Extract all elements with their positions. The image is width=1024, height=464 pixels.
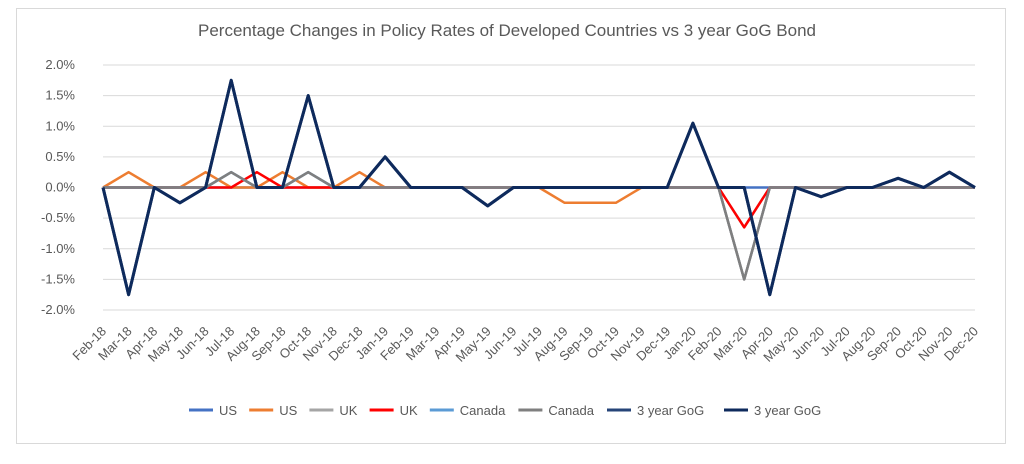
series-line-2 (103, 170, 975, 229)
legend-label: UK (400, 403, 418, 418)
series-lines (101, 78, 976, 297)
y-tick-label: 0.5% (45, 149, 75, 164)
y-tick-label: -2.0% (41, 302, 75, 317)
y-tick-label: 2.0% (45, 57, 75, 72)
legend-label: US (219, 403, 237, 418)
y-tick-label: 1.5% (45, 88, 75, 103)
y-tick-label: 0.0% (45, 180, 75, 195)
legend: US US UK UK Canada Canada 3 year GoG 3 year GoG (189, 403, 821, 418)
legend-label: UK (339, 403, 357, 418)
y-tick-label: -1.5% (41, 271, 75, 286)
legend-label: Canada (460, 403, 506, 418)
y-axis: 2.0% 1.5% 1.0% 0.5% 0.0% -0.5% -1.0% -1.5% -2.0% (41, 57, 75, 317)
y-tick-label: 1.0% (45, 118, 75, 133)
legend-label: Canada (548, 403, 594, 418)
series-line-7 (101, 78, 976, 297)
x-axis: Feb-18Mar-18Apr-18May-18Jun-18Jul-18Aug-… (69, 324, 981, 365)
legend-label: 3 year GoG (637, 403, 704, 418)
y-tick-label: -0.5% (41, 210, 75, 225)
grid (103, 64, 975, 311)
legend-label: 3 year GoG (754, 403, 821, 418)
legend-label: US (279, 403, 297, 418)
chart-title: Percentage Changes in Policy Rates of De… (198, 21, 816, 40)
y-tick-label: -1.0% (41, 241, 75, 256)
series-line-3 (103, 170, 975, 229)
chart-frame (16, 8, 1006, 444)
